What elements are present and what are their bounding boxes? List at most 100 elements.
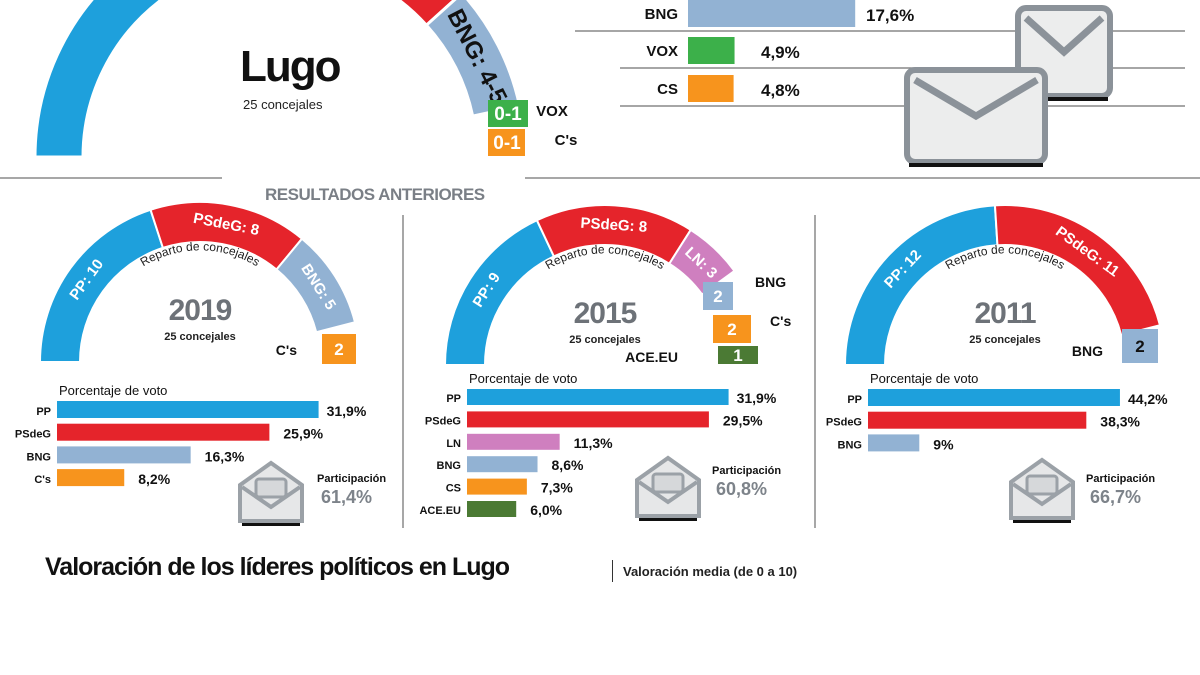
- seat-outside-label: BNG: [755, 274, 786, 290]
- vote-title: Porcentaje de voto: [870, 371, 978, 386]
- seat-outside-label: BNG: [1072, 343, 1103, 359]
- vote-bar-value: 17,6%: [866, 6, 914, 25]
- vote-bar-label: BNG: [645, 6, 678, 23]
- participation-label: Participación: [317, 473, 386, 485]
- city-title: Lugo: [240, 42, 342, 91]
- seat-box-BNG: [1122, 329, 1158, 363]
- seat-arc-PSdeG: [993, 204, 1162, 337]
- seat-box-BNG: [703, 282, 733, 310]
- vote-bar-value: 8,6%: [552, 457, 584, 473]
- seat-box-label: 2: [713, 287, 722, 306]
- seat-box-label: 0-1: [493, 133, 521, 154]
- seat-box-label: 1: [733, 346, 742, 365]
- seat-arc-PP: [443, 218, 556, 366]
- footer-subtitle: Valoración media (de 0 a 10): [623, 564, 798, 579]
- envelope-flap: [1023, 15, 1105, 57]
- seat-box-CS: [488, 129, 525, 156]
- vote-bar-value: 4,9%: [761, 43, 800, 62]
- vote-bar-label: LN: [446, 438, 461, 450]
- vote-bar-PSdeG: [57, 423, 270, 441]
- seat-box-label: 2: [334, 340, 343, 359]
- vote-bar-VOX: [688, 37, 735, 64]
- seat-box-CS: [713, 315, 751, 343]
- envelope-shadow: [1013, 520, 1071, 523]
- open-envelope-icon: [635, 455, 701, 521]
- envelope-letter: [254, 477, 288, 499]
- envelope-flap: [1011, 482, 1073, 507]
- seat-box-label: 0-1: [494, 104, 522, 125]
- year-label: 2011: [974, 297, 1035, 330]
- vote-bar-PSdeG: [868, 411, 1087, 429]
- envelope-letter: [1025, 474, 1059, 496]
- vote-bar-BNG: [868, 434, 920, 452]
- year-label: 2019: [169, 294, 232, 327]
- envelope-flap: [637, 480, 699, 505]
- vote-bar-label: CS: [657, 81, 678, 98]
- vote-bar-PP: [467, 389, 729, 405]
- seat-arc-PP: [33, 0, 164, 159]
- envelope-shadow: [1020, 97, 1108, 101]
- envelope-shadow: [639, 518, 697, 521]
- vote-title: Porcentaje de voto: [469, 371, 577, 386]
- vote-bar-value: 9%: [933, 436, 954, 452]
- vote-bar-value: 25,9%: [283, 426, 323, 442]
- vote-bar-ACE.EU: [467, 501, 517, 517]
- seat-arc-PP: [38, 208, 165, 363]
- vote-title: Porcentaje de voto: [59, 383, 167, 398]
- vote-bar-label: PSdeG: [15, 429, 51, 441]
- vote-bar-label: PSdeG: [425, 415, 461, 427]
- seats-total: 25 concejales: [243, 97, 323, 112]
- vote-bar-label: BNG: [27, 451, 51, 463]
- seats-total: 25 concejales: [569, 334, 641, 346]
- open-envelope-icon: [238, 460, 304, 526]
- vote-bar-value: 8,2%: [138, 471, 170, 487]
- seats-total: 25 concejales: [969, 334, 1041, 346]
- vote-bar-PP: [57, 401, 319, 418]
- vote-bar-BNG: [467, 456, 538, 473]
- vote-bar-CS: [467, 478, 527, 495]
- vote-bar-label: PP: [847, 394, 862, 406]
- vote-bar-label: C's: [34, 474, 51, 486]
- envelope-flap: [913, 76, 1039, 121]
- vote-bar-value: 44,2%: [1128, 391, 1168, 407]
- section-title: RESULTADOS ANTERIORES: [265, 185, 485, 204]
- seat-outside-label: C's: [555, 132, 578, 149]
- vote-bar-value: 6,0%: [530, 502, 562, 518]
- vote-bar-label: BNG: [437, 460, 461, 472]
- vote-bar-value: 16,3%: [205, 448, 245, 464]
- seat-arc-PSdeG: [149, 201, 304, 271]
- vote-bar-value: 31,9%: [737, 390, 777, 406]
- vote-bar-C's: [57, 469, 125, 487]
- participation-label: Participación: [1086, 473, 1155, 485]
- envelope-icon: [904, 67, 1048, 167]
- envelope-shadow: [909, 163, 1043, 167]
- vote-bar-label: ACE.EU: [419, 505, 461, 517]
- vote-bar-label: PP: [446, 393, 461, 405]
- seat-box-label: 2: [1135, 337, 1144, 356]
- vote-bar-BNG: [57, 446, 191, 464]
- vote-bar-label: BNG: [838, 439, 862, 451]
- envelope-letter: [651, 472, 685, 494]
- seat-outside-label: C's: [276, 342, 297, 358]
- vote-bar-value: 38,3%: [1100, 414, 1140, 430]
- participation-value: 61,4%: [321, 487, 372, 507]
- seat-box-label: 2: [727, 320, 736, 339]
- seat-box-CS: [322, 334, 356, 364]
- participation-value: 60,8%: [716, 479, 767, 499]
- seat-label-PSdeG: PSdeG: 8: [580, 215, 648, 236]
- seat-outside-label: C's: [770, 313, 791, 329]
- envelope-shadow: [242, 523, 300, 526]
- vote-bar-LN: [467, 433, 560, 450]
- footer-divider: [612, 560, 613, 582]
- vote-bar-label: PP: [36, 406, 51, 418]
- participation-label: Participación: [712, 465, 781, 477]
- envelope-flap: [240, 485, 302, 510]
- vote-bar-value: 7,3%: [541, 480, 573, 496]
- vote-bar-PSdeG: [467, 411, 709, 428]
- year-label: 2015: [574, 297, 637, 330]
- vote-bar-value: 4,8%: [761, 81, 800, 100]
- vote-bar-label: CS: [446, 483, 461, 495]
- vote-bar-value: 11,3%: [574, 435, 613, 451]
- seat-box-VOX: [488, 100, 528, 127]
